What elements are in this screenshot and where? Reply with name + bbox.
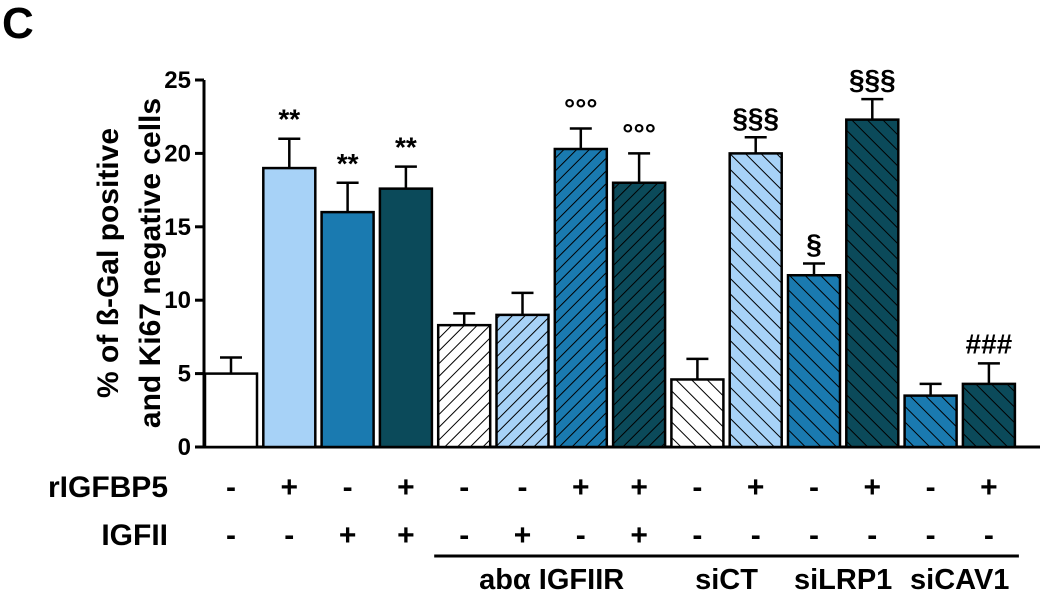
- row-sign: +: [572, 471, 590, 504]
- bar-outline: [728, 152, 783, 449]
- significance-label: °°°: [622, 118, 656, 149]
- group-label: siLRP1: [794, 564, 892, 596]
- row-sign: -: [809, 519, 819, 552]
- row-sign: -: [226, 519, 236, 552]
- row-sign: -: [926, 519, 936, 552]
- bar-hatch: [613, 182, 666, 447]
- y-tick-label: 10: [164, 287, 191, 314]
- significance-label: §§§: [732, 102, 779, 133]
- row-sign: +: [630, 471, 648, 504]
- y-tick-label: 15: [164, 214, 191, 241]
- bar-outline: [961, 382, 1017, 449]
- row-sign: +: [747, 471, 765, 504]
- row-sign: -: [692, 519, 702, 552]
- bar-outline: [786, 273, 842, 449]
- bar-outline: [553, 147, 609, 449]
- significance-label: **: [278, 104, 300, 135]
- row-sign: -: [984, 519, 994, 552]
- bar-hatch: [962, 383, 1015, 447]
- row-sign: -: [226, 471, 236, 504]
- bar-hatch: [729, 153, 782, 447]
- bars: ******°°°°°°§§§§§§§###: [203, 64, 1017, 449]
- row-sign: -: [459, 519, 469, 552]
- row-sign: -: [751, 519, 761, 552]
- bar-outline: [845, 118, 900, 449]
- condition-rows: rIGFBP5 - + - + - - + + - + - + - + IGFII - - + + - + - + - - - - - -: [48, 471, 998, 552]
- bar-hatch: [904, 395, 957, 447]
- row-sign: -: [926, 471, 936, 504]
- row-sign: +: [281, 471, 299, 504]
- bar-hatch: [496, 314, 549, 447]
- bar-outline: [495, 313, 550, 449]
- y-tick-label: 0: [178, 434, 191, 461]
- significance-label: §§§: [849, 64, 896, 95]
- group-label: siCT: [695, 564, 758, 596]
- bar-hatch: [846, 119, 899, 448]
- significance-label: §: [806, 229, 822, 260]
- significance-label: **: [337, 148, 359, 179]
- row-label: rIGFBP5: [48, 471, 168, 504]
- row-sign: -: [343, 471, 353, 504]
- bar-outline: [903, 394, 958, 449]
- row-sign: -: [692, 471, 702, 504]
- row-sign: +: [397, 519, 415, 552]
- row-sign: -: [867, 519, 877, 552]
- row-sign: -: [518, 471, 528, 504]
- row-sign: +: [397, 471, 415, 504]
- significance-label: **: [395, 132, 417, 163]
- y-tick-label: 20: [164, 140, 191, 167]
- bar-outline: [378, 187, 434, 449]
- y-axis-label-line2: and Ki67 negative cells: [134, 98, 167, 428]
- bar-hatch: [438, 325, 491, 447]
- row-sign: +: [630, 519, 648, 552]
- row-sign: +: [514, 519, 532, 552]
- row-sign: +: [339, 519, 357, 552]
- group-label: abα IGFIIR: [479, 564, 624, 596]
- significance-label: °°°: [564, 93, 598, 124]
- y-tick-label: 25: [164, 67, 191, 94]
- row-sign: -: [459, 471, 469, 504]
- row-sign: -: [809, 471, 819, 504]
- bar-outline: [611, 181, 667, 449]
- bar-hatch: [671, 379, 724, 447]
- bar-4: [379, 188, 432, 447]
- group-brackets: abα IGFIIR siCT siLRP1 siCAV1: [434, 554, 1019, 596]
- bar-outline: [262, 166, 317, 449]
- significance-label: ###: [966, 328, 1013, 359]
- panel-label: C: [2, 0, 34, 48]
- bar-hatch: [554, 148, 607, 447]
- bar-1: [205, 373, 257, 447]
- row-sign: -: [284, 519, 294, 552]
- group-label: siCAV1: [910, 564, 1009, 596]
- bar-outline: [203, 372, 259, 449]
- bar-outline: [320, 210, 375, 449]
- bar-outline: [436, 323, 492, 449]
- row-label: IGFII: [101, 519, 168, 552]
- y-axis-label-line1: % of ß-Gal positive: [92, 128, 125, 398]
- bar-2: [263, 168, 316, 447]
- row-sign: +: [980, 471, 998, 504]
- bar-hatch: [788, 275, 840, 447]
- row-sign: -: [576, 519, 586, 552]
- bar-outline: [670, 378, 725, 449]
- bar-3: [321, 212, 374, 447]
- row-sign: +: [864, 471, 882, 504]
- y-tick-label: 5: [178, 361, 191, 388]
